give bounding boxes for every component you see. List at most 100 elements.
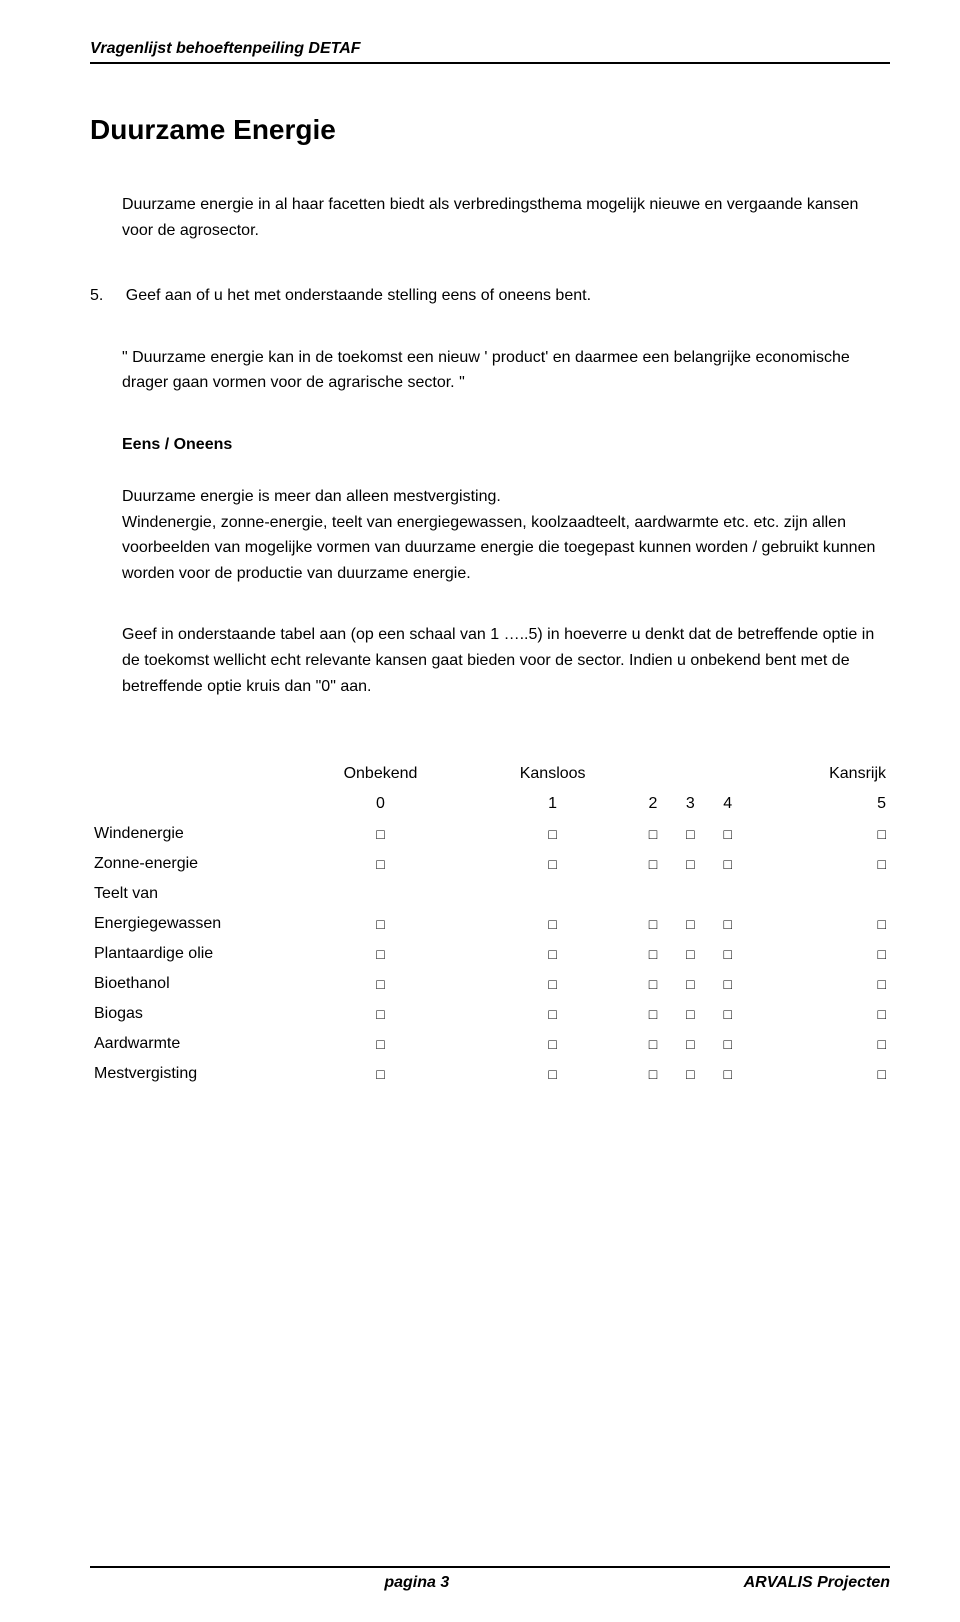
checkbox-cell[interactable]: □ bbox=[471, 1029, 634, 1059]
checkbox-cell[interactable]: □ bbox=[634, 939, 671, 969]
question-number: 5. bbox=[90, 287, 103, 304]
scale-table: Onbekend Kansloos Kansrijk 0 1 2 3 4 5 bbox=[90, 759, 890, 1089]
checkbox-cell[interactable]: □ bbox=[471, 909, 634, 939]
row-label: Biogas bbox=[90, 999, 290, 1029]
checkbox-cell[interactable]: □ bbox=[634, 849, 671, 879]
empty-header bbox=[634, 759, 671, 789]
checkbox-cell[interactable]: □ bbox=[634, 909, 671, 939]
page-header: Vragenlijst behoeftenpeiling DETAF bbox=[90, 40, 890, 64]
row-label: Mestvergisting bbox=[90, 1059, 290, 1089]
checkbox-cell[interactable]: □ bbox=[709, 909, 746, 939]
checkbox-cell[interactable]: □ bbox=[672, 999, 709, 1029]
checkbox-cell[interactable]: □ bbox=[471, 939, 634, 969]
table-row: Zonne-energie□□□□□□ bbox=[90, 849, 890, 879]
scale-table-wrap: Onbekend Kansloos Kansrijk 0 1 2 3 4 5 bbox=[90, 759, 890, 1089]
question-line: 5. Geef aan of u het met onderstaande st… bbox=[90, 283, 890, 309]
intro-paragraph: Duurzame energie in al haar facetten bie… bbox=[122, 192, 890, 243]
checkbox-cell[interactable]: □ bbox=[290, 849, 471, 879]
body-text-2: Windenergie, zonne-energie, teelt van en… bbox=[122, 514, 875, 582]
checkbox-cell[interactable]: □ bbox=[471, 1059, 634, 1089]
num-header-0: 0 bbox=[290, 789, 471, 819]
checkbox-cell[interactable]: □ bbox=[746, 1029, 890, 1059]
table-header-words: Onbekend Kansloos Kansrijk bbox=[90, 759, 890, 789]
checkbox-cell[interactable]: □ bbox=[746, 819, 890, 849]
checkbox-cell bbox=[672, 879, 709, 909]
table-row: Bioethanol□□□□□□ bbox=[90, 969, 890, 999]
checkbox-cell[interactable]: □ bbox=[709, 939, 746, 969]
header-unknown: Onbekend bbox=[290, 759, 471, 789]
checkbox-cell[interactable]: □ bbox=[709, 849, 746, 879]
empty-header bbox=[672, 759, 709, 789]
body-text-1: Duurzame energie is meer dan alleen mest… bbox=[122, 488, 501, 505]
checkbox-cell[interactable]: □ bbox=[746, 1059, 890, 1089]
num-header-2: 2 bbox=[634, 789, 671, 819]
checkbox-cell[interactable]: □ bbox=[746, 939, 890, 969]
checkbox-cell[interactable]: □ bbox=[709, 1029, 746, 1059]
checkbox-cell bbox=[746, 879, 890, 909]
checkbox-cell[interactable]: □ bbox=[290, 1029, 471, 1059]
checkbox-cell[interactable]: □ bbox=[634, 1059, 671, 1089]
header-text: Vragenlijst behoeftenpeiling DETAF bbox=[90, 40, 361, 57]
row-label: Aardwarmte bbox=[90, 1029, 290, 1059]
num-header-5: 5 bbox=[746, 789, 890, 819]
checkbox-cell[interactable]: □ bbox=[672, 849, 709, 879]
checkbox-cell[interactable]: □ bbox=[634, 999, 671, 1029]
section-title: Duurzame Energie bbox=[90, 114, 890, 146]
checkbox-cell[interactable]: □ bbox=[290, 999, 471, 1029]
checkbox-cell[interactable]: □ bbox=[672, 819, 709, 849]
checkbox-cell[interactable]: □ bbox=[471, 999, 634, 1029]
checkbox-cell[interactable]: □ bbox=[746, 909, 890, 939]
checkbox-cell[interactable]: □ bbox=[672, 969, 709, 999]
checkbox-cell[interactable]: □ bbox=[709, 819, 746, 849]
answer-label: Eens / Oneens bbox=[122, 436, 890, 454]
checkbox-cell[interactable]: □ bbox=[672, 909, 709, 939]
body-paragraph-2: Geef in onderstaande tabel aan (op een s… bbox=[122, 622, 890, 699]
question-text: Geef aan of u het met onderstaande stell… bbox=[126, 287, 591, 304]
num-header-3: 3 bbox=[672, 789, 709, 819]
checkbox-cell[interactable]: □ bbox=[746, 969, 890, 999]
empty-header bbox=[90, 789, 290, 819]
checkbox-cell[interactable]: □ bbox=[290, 1059, 471, 1089]
checkbox-cell[interactable]: □ bbox=[290, 819, 471, 849]
body-paragraph-1: Duurzame energie is meer dan alleen mest… bbox=[122, 484, 890, 586]
row-label: Windenergie bbox=[90, 819, 290, 849]
checkbox-cell[interactable]: □ bbox=[709, 999, 746, 1029]
checkbox-cell[interactable]: □ bbox=[746, 849, 890, 879]
table-row: Plantaardige olie□□□□□□ bbox=[90, 939, 890, 969]
table-row: Aardwarmte□□□□□□ bbox=[90, 1029, 890, 1059]
checkbox-cell[interactable]: □ bbox=[471, 849, 634, 879]
checkbox-cell[interactable]: □ bbox=[634, 969, 671, 999]
row-label: Plantaardige olie bbox=[90, 939, 290, 969]
checkbox-cell[interactable]: □ bbox=[746, 999, 890, 1029]
checkbox-cell[interactable]: □ bbox=[634, 1029, 671, 1059]
checkbox-cell[interactable]: □ bbox=[290, 969, 471, 999]
row-label: Zonne-energie bbox=[90, 849, 290, 879]
checkbox-cell[interactable]: □ bbox=[290, 909, 471, 939]
row-label: Teelt van bbox=[90, 879, 290, 909]
num-header-1: 1 bbox=[471, 789, 634, 819]
checkbox-cell[interactable]: □ bbox=[471, 969, 634, 999]
checkbox-cell[interactable]: □ bbox=[672, 939, 709, 969]
empty-header bbox=[709, 759, 746, 789]
checkbox-cell[interactable]: □ bbox=[709, 969, 746, 999]
num-header-4: 4 bbox=[709, 789, 746, 819]
table-row: Windenergie□□□□□□ bbox=[90, 819, 890, 849]
checkbox-cell[interactable]: □ bbox=[709, 1059, 746, 1089]
checkbox-cell[interactable]: □ bbox=[672, 1059, 709, 1089]
table-row: Energiegewassen□□□□□□ bbox=[90, 909, 890, 939]
checkbox-cell[interactable]: □ bbox=[672, 1029, 709, 1059]
header-chanceless: Kansloos bbox=[471, 759, 634, 789]
checkbox-cell bbox=[634, 879, 671, 909]
row-label: Bioethanol bbox=[90, 969, 290, 999]
document-page: Vragenlijst behoeftenpeiling DETAF Duurz… bbox=[0, 0, 960, 1622]
table-row: Biogas□□□□□□ bbox=[90, 999, 890, 1029]
checkbox-cell bbox=[471, 879, 634, 909]
statement-paragraph: " Duurzame energie kan in de toekomst ee… bbox=[122, 345, 890, 396]
checkbox-cell[interactable]: □ bbox=[471, 819, 634, 849]
checkbox-cell bbox=[709, 879, 746, 909]
checkbox-cell[interactable]: □ bbox=[290, 939, 471, 969]
table-header-numbers: 0 1 2 3 4 5 bbox=[90, 789, 890, 819]
checkbox-cell[interactable]: □ bbox=[634, 819, 671, 849]
empty-header bbox=[90, 759, 290, 789]
table-body: Windenergie□□□□□□Zonne-energie□□□□□□Teel… bbox=[90, 819, 890, 1089]
